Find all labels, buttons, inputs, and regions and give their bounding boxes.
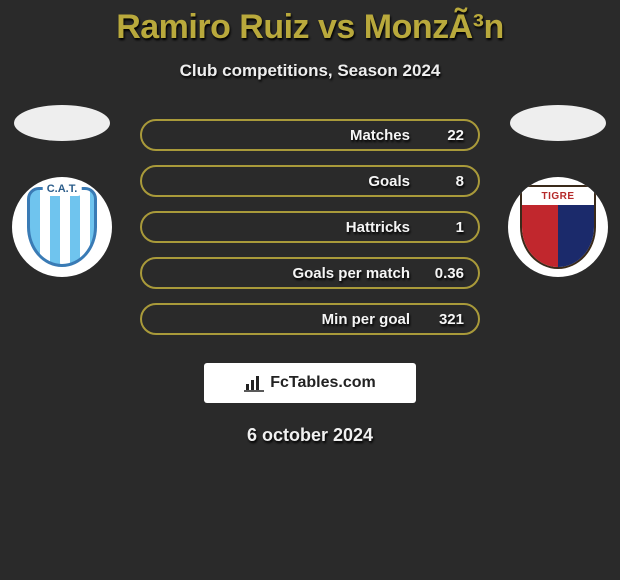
club-badge-left: C.A.T. — [12, 177, 112, 277]
stat-value: 8 — [430, 173, 464, 190]
subtitle: Club competitions, Season 2024 — [0, 61, 620, 81]
stat-value: 1 — [430, 219, 464, 236]
club-badge-right: TIGRE — [508, 177, 608, 277]
stat-row-goals-per-match: Goals per match 0.36 — [140, 257, 480, 289]
tigre-red-half — [522, 205, 558, 267]
stat-row-min-per-goal: Min per goal 321 — [140, 303, 480, 335]
player-avatar-left — [14, 105, 110, 141]
date-text: 6 october 2024 — [0, 425, 620, 446]
stat-label: Hattricks — [346, 219, 410, 236]
stat-rows: Matches 22 Goals 8 Hattricks 1 Goals per… — [140, 119, 480, 335]
stat-value: 321 — [430, 311, 464, 328]
stat-value: 0.36 — [430, 265, 464, 282]
stat-label: Goals — [368, 173, 410, 190]
bar-chart-icon — [244, 374, 264, 392]
comparison-card: Ramiro Ruiz vs MonzÃ³n Club competitions… — [0, 0, 620, 446]
stat-row-hattricks: Hattricks 1 — [140, 211, 480, 243]
left-side: C.A.T. — [12, 105, 112, 277]
stat-value: 22 — [430, 127, 464, 144]
tigre-blue-half — [558, 205, 594, 267]
page-title: Ramiro Ruiz vs MonzÃ³n — [0, 8, 620, 47]
stat-label: Goals per match — [292, 265, 410, 282]
stats-area: C.A.T. TIGRE Matches 22 — [0, 119, 620, 335]
tigre-shield-icon: TIGRE — [520, 185, 596, 269]
logo-text: FcTables.com — [270, 374, 376, 392]
right-side: TIGRE — [508, 105, 608, 277]
stat-row-goals: Goals 8 — [140, 165, 480, 197]
tigre-badge-text: TIGRE — [522, 187, 594, 205]
stat-row-matches: Matches 22 — [140, 119, 480, 151]
stat-label: Min per goal — [322, 311, 410, 328]
stat-label: Matches — [350, 127, 410, 144]
source-logo[interactable]: FcTables.com — [204, 363, 416, 403]
player-avatar-right — [510, 105, 606, 141]
cat-badge-text: C.A.T. — [43, 182, 82, 196]
cat-shield-icon: C.A.T. — [27, 187, 97, 267]
